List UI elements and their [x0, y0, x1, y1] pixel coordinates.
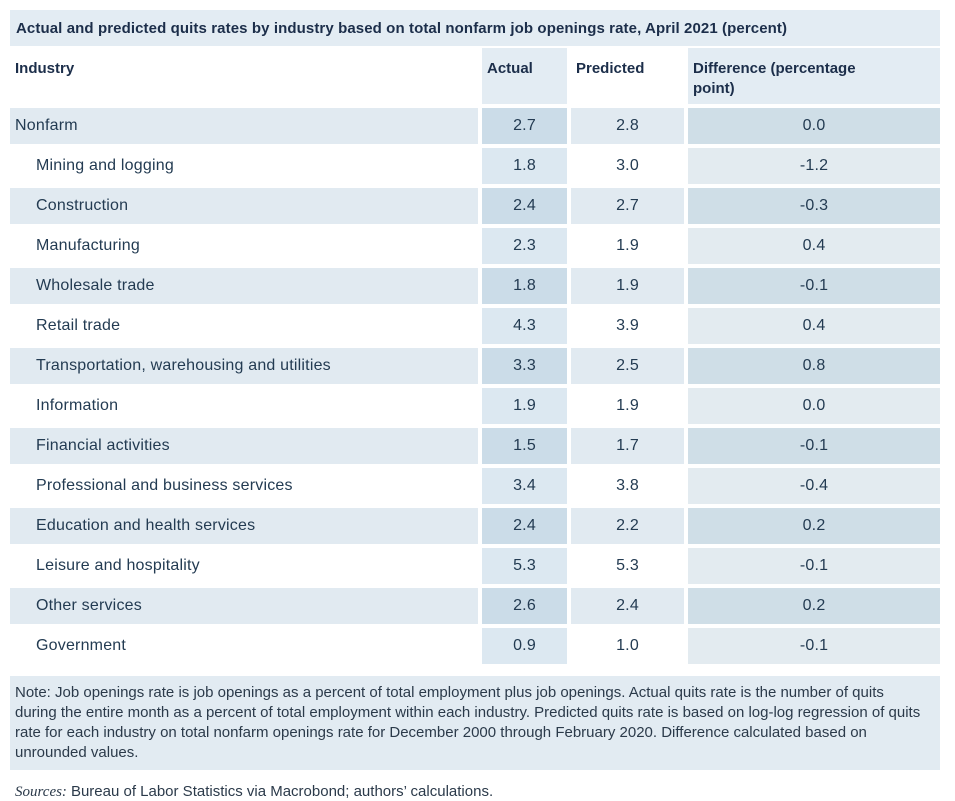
industry-cell: Nonfarm — [10, 108, 478, 144]
difference-cell: 0.2 — [688, 588, 940, 624]
predicted-cell: 3.0 — [616, 157, 639, 174]
industry-cell: Leisure and hospitality — [36, 557, 200, 574]
industry-cell: Mining and logging — [36, 157, 174, 174]
page-title: Actual and predicted quits rates by indu… — [16, 19, 788, 37]
predicted-cell: 5.3 — [616, 557, 639, 574]
difference-cell: 0.4 — [688, 308, 940, 344]
actual-cell: 2.3 — [482, 228, 567, 264]
actual-cell: 2.7 — [482, 108, 567, 144]
industry-cell: Other services — [10, 588, 478, 624]
difference-cell: 0.4 — [688, 228, 940, 264]
predicted-cell: 3.8 — [616, 477, 639, 494]
actual-cell: 3.3 — [482, 348, 567, 384]
quits-table-figure: Actual and predicted quits rates by indu… — [10, 10, 940, 801]
difference-cell: -0.1 — [688, 268, 940, 304]
sources-text: Bureau of Labor Statistics via Macrobond… — [70, 783, 494, 800]
actual-cell: 5.3 — [482, 548, 567, 584]
figure-title-bar: Actual and predicted quits rates by indu… — [10, 10, 940, 46]
difference-cell: -0.3 — [688, 188, 940, 224]
difference-cell: 0.0 — [688, 108, 940, 144]
table-body: Nonfarm 2.7 2.8 0.0 Mining and logging 1… — [10, 108, 940, 664]
industry-cell: Professional and business services — [36, 477, 293, 494]
predicted-cell: 1.9 — [616, 237, 639, 254]
predicted-cell: 1.7 — [571, 428, 684, 464]
table-header-row: Industry Actual Predicted Difference (pe… — [10, 48, 940, 104]
actual-cell: 4.3 — [482, 308, 567, 344]
note-text: Note: Job openings rate is job openings … — [15, 684, 921, 761]
sources-label: Sources: — [15, 784, 67, 800]
difference-cell: -0.1 — [688, 628, 940, 664]
actual-cell: 2.4 — [482, 508, 567, 544]
column-header-actual: Actual — [482, 48, 567, 104]
industry-cell: Construction — [10, 188, 478, 224]
industry-cell: Financial activities — [10, 428, 478, 464]
predicted-cell: 2.4 — [571, 588, 684, 624]
actual-cell: 1.8 — [482, 148, 567, 184]
industry-cell: Wholesale trade — [10, 268, 478, 304]
predicted-cell: 1.0 — [616, 637, 639, 654]
predicted-cell: 2.2 — [571, 508, 684, 544]
predicted-cell: 2.8 — [571, 108, 684, 144]
predicted-cell: 1.9 — [571, 268, 684, 304]
difference-cell: -1.2 — [688, 148, 940, 184]
industry-cell: Information — [36, 397, 119, 414]
industry-cell: Government — [36, 637, 127, 654]
predicted-cell: 3.9 — [616, 317, 639, 334]
column-header-predicted: Predicted — [576, 60, 645, 77]
column-header-difference-label: Difference (percentage point) — [693, 60, 856, 97]
difference-cell: -0.4 — [688, 468, 940, 504]
actual-cell: 1.8 — [482, 268, 567, 304]
actual-cell: 2.6 — [482, 588, 567, 624]
difference-cell: -0.1 — [688, 548, 940, 584]
industry-cell: Retail trade — [36, 317, 121, 334]
column-header-industry: Industry — [15, 60, 75, 77]
actual-cell: 0.9 — [482, 628, 567, 664]
predicted-cell: 2.5 — [571, 348, 684, 384]
actual-cell: 1.9 — [482, 388, 567, 424]
difference-cell: -0.1 — [688, 428, 940, 464]
difference-cell: 0.0 — [688, 388, 940, 424]
predicted-cell: 2.7 — [571, 188, 684, 224]
actual-cell: 2.4 — [482, 188, 567, 224]
predicted-cell: 1.9 — [616, 397, 639, 414]
actual-cell: 1.5 — [482, 428, 567, 464]
industry-cell: Manufacturing — [36, 237, 140, 254]
note-block: Note: Job openings rate is job openings … — [10, 676, 940, 770]
difference-cell: 0.8 — [688, 348, 940, 384]
difference-cell: 0.2 — [688, 508, 940, 544]
sources-line: Sources: Bureau of Labor Statistics via M… — [10, 783, 940, 801]
actual-cell: 3.4 — [482, 468, 567, 504]
column-header-difference: Difference (percentage point) — [688, 48, 940, 104]
industry-cell: Education and health services — [10, 508, 478, 544]
industry-cell: Transportation, warehousing and utilitie… — [10, 348, 478, 384]
